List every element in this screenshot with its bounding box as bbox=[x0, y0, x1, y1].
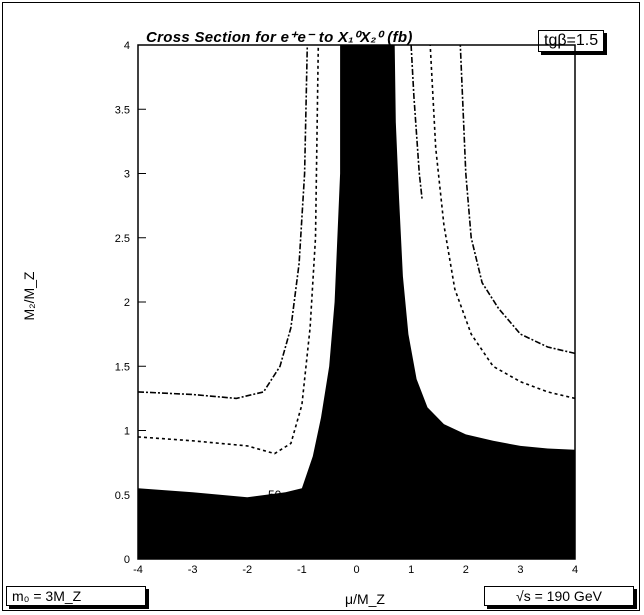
x-tick-label: 2 bbox=[463, 564, 469, 576]
contour-layer bbox=[137, 44, 576, 455]
x-tick-label: -3 bbox=[188, 564, 198, 576]
contour-line-5 bbox=[410, 44, 423, 200]
chart-title: Cross Section for e⁺e⁻ to X₁⁰X₂⁰ (fb) bbox=[146, 29, 413, 46]
y-axis-label: M₂/M_Z bbox=[21, 271, 37, 320]
x-axis-label: μ/M_Z bbox=[345, 591, 385, 607]
y-tick-label: 3.5 bbox=[115, 104, 130, 116]
y-tick-label: 2 bbox=[124, 297, 130, 309]
x-tick-label: 4 bbox=[572, 564, 578, 576]
x-tick-label: 3 bbox=[517, 564, 523, 576]
y-tick-label: 1 bbox=[124, 426, 130, 438]
contour-label: 50 bbox=[268, 488, 282, 502]
y-tick-label: 0.5 bbox=[115, 490, 130, 502]
y-tick-label: 0 bbox=[124, 554, 130, 566]
contour-line-2 bbox=[137, 44, 320, 455]
x-tick-label: 0 bbox=[353, 564, 359, 576]
y-tick-label: 4 bbox=[124, 40, 130, 52]
y-tick-label: 1.5 bbox=[115, 361, 130, 373]
contour-line-4 bbox=[429, 44, 576, 400]
contour-line-3 bbox=[459, 44, 576, 355]
x-tick-label: -1 bbox=[297, 564, 307, 576]
m0-label: m₀ = 3M_Z bbox=[6, 586, 146, 606]
y-tick-label: 2.5 bbox=[115, 233, 130, 245]
tick-layer: -4 -3 -2 -1 0 1 2 3 4 0 0.5 1 1.5 2 2.5 3 3.5 4 bbox=[115, 40, 578, 576]
contour-line-1 bbox=[137, 44, 309, 400]
x-tick-label: -4 bbox=[133, 564, 143, 576]
x-tick-label: 1 bbox=[408, 564, 414, 576]
x-tick-label: -2 bbox=[242, 564, 252, 576]
filled-region bbox=[138, 45, 575, 559]
filled-region-layer bbox=[138, 45, 575, 559]
sqrts-label: √s = 190 GeV bbox=[484, 586, 634, 606]
tanbeta-label: tgβ=1.5 bbox=[538, 30, 605, 52]
y-tick-label: 3 bbox=[124, 169, 130, 181]
